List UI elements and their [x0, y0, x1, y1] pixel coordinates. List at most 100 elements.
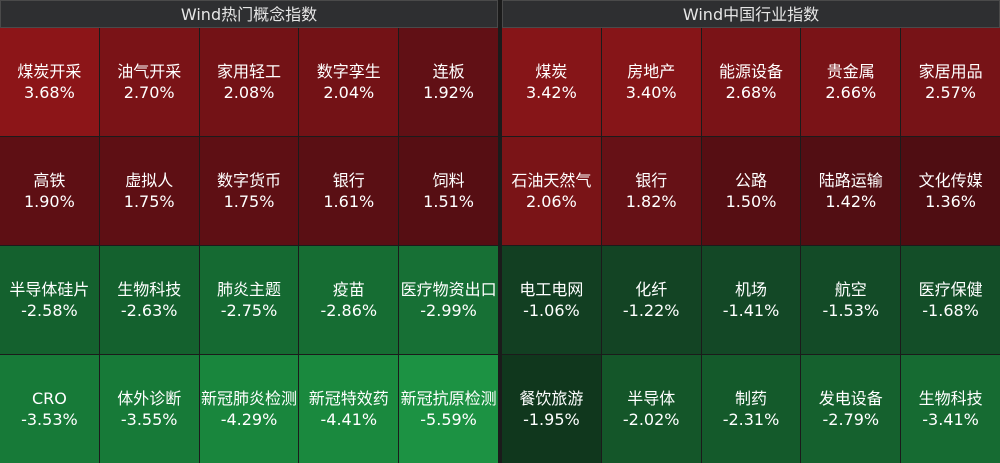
- heatmap-tile[interactable]: 公路 1.50%: [701, 137, 801, 245]
- tile-name: 高铁: [33, 171, 66, 190]
- tile-name: 新冠抗原检测: [400, 389, 497, 408]
- tile-change: -2.02%: [622, 410, 680, 429]
- heatmap-tile[interactable]: 高铁 1.90%: [0, 137, 99, 245]
- tile-name: 连板: [432, 62, 465, 81]
- panel-title: Wind热门概念指数: [0, 0, 498, 28]
- tile-name: 公路: [734, 171, 767, 190]
- tile-change: 1.75%: [223, 192, 275, 211]
- heatmap-tile[interactable]: 数字孪生 2.04%: [299, 28, 399, 136]
- tile-change: 2.06%: [525, 192, 577, 211]
- tile-name: 航空: [834, 280, 867, 299]
- tile-change: 2.57%: [925, 83, 976, 102]
- heatmap-tile[interactable]: 发电设备 -2.79%: [801, 355, 901, 463]
- tile-name: 陆路运输: [818, 171, 883, 190]
- tile-name: 医疗保健: [918, 280, 983, 299]
- heatmap-tile[interactable]: 新冠肺炎检测 -4.29%: [199, 355, 299, 463]
- heatmap-tile[interactable]: 石油天然气 2.06%: [502, 137, 601, 245]
- heatmap-tile[interactable]: 油气开采 2.70%: [99, 28, 199, 136]
- tile-name: 医疗物资出口: [400, 280, 497, 299]
- heatmap-tile[interactable]: CRO -3.53%: [0, 355, 99, 463]
- tile-name: 房地产: [627, 62, 676, 81]
- heatmap-tile[interactable]: 煤炭 3.42%: [502, 28, 601, 136]
- tile-name: 煤炭开采: [17, 62, 82, 81]
- tile-name: 贵金属: [826, 62, 875, 81]
- tile-name: 发电设备: [818, 389, 883, 408]
- tile-change: 2.70%: [123, 83, 175, 102]
- tile-name: 制药: [734, 389, 767, 408]
- heatmap-tile[interactable]: 银行 1.61%: [299, 137, 399, 245]
- panel-title: Wind中国行业指数: [502, 0, 1000, 28]
- heatmap-tile[interactable]: 煤炭开采 3.68%: [0, 28, 99, 136]
- tile-change: -1.68%: [922, 301, 979, 320]
- tile-name: 新冠肺炎检测: [200, 389, 297, 408]
- tile-change: 3.68%: [23, 83, 75, 102]
- tile-change: -2.63%: [120, 301, 178, 320]
- heatmap-tile[interactable]: 医疗物资出口 -2.99%: [399, 246, 498, 354]
- tile-change: 1.61%: [323, 192, 375, 211]
- heatmap-tile[interactable]: 生物科技 -3.41%: [901, 355, 1000, 463]
- heatmap-tile[interactable]: 家用轻工 2.08%: [199, 28, 299, 136]
- tile-name: 新冠特效药: [308, 389, 389, 408]
- tile-grid: 煤炭开采 3.68% 油气开采 2.70% 家用轻工 2.08% 数字孪生 2.04% 连板 1.…: [0, 28, 498, 463]
- heatmap-tile[interactable]: 疫苗 -2.86%: [299, 246, 399, 354]
- heatmap-tile[interactable]: 新冠特效药 -4.41%: [299, 355, 399, 463]
- heatmap-tile[interactable]: 连板 1.92%: [399, 28, 498, 136]
- tile-name: 油气开采: [117, 62, 182, 81]
- heatmap-tile[interactable]: 新冠抗原检测 -5.59%: [399, 355, 498, 463]
- heatmap-tile[interactable]: 房地产 3.40%: [601, 28, 701, 136]
- heatmap-tile[interactable]: 虚拟人 1.75%: [99, 137, 199, 245]
- tile-grid: 煤炭 3.42% 房地产 3.40% 能源设备 2.68% 贵金属 2.66% 家居用品 2.57…: [502, 28, 1000, 463]
- heatmap-tile[interactable]: 银行 1.82%: [601, 137, 701, 245]
- heatmap-tile[interactable]: 电工电网 -1.06%: [502, 246, 601, 354]
- heatmap-tile[interactable]: 医疗保健 -1.68%: [901, 246, 1000, 354]
- tile-change: 1.50%: [725, 192, 777, 211]
- tile-change: 1.51%: [423, 192, 474, 211]
- heatmap-tile[interactable]: 贵金属 2.66%: [801, 28, 901, 136]
- heatmap-tile[interactable]: 航空 -1.53%: [801, 246, 901, 354]
- tile-change: -5.59%: [420, 410, 477, 429]
- tile-change: -4.29%: [220, 410, 278, 429]
- heatmap-tile[interactable]: 体外诊断 -3.55%: [99, 355, 199, 463]
- tile-change: 1.90%: [23, 192, 75, 211]
- tile-change: -2.58%: [21, 301, 78, 320]
- tile-change: 1.42%: [825, 192, 877, 211]
- heatmap-tile[interactable]: 家居用品 2.57%: [901, 28, 1000, 136]
- heatmap-tile[interactable]: 生物科技 -2.63%: [99, 246, 199, 354]
- tile-name: 化纤: [635, 280, 668, 299]
- tile-change: -2.31%: [722, 410, 780, 429]
- tile-name: 家用轻工: [216, 62, 281, 81]
- heatmap-tile[interactable]: 制药 -2.31%: [701, 355, 801, 463]
- heatmap-tile[interactable]: 陆路运输 1.42%: [801, 137, 901, 245]
- tile-change: 1.92%: [423, 83, 474, 102]
- heatmap-tile[interactable]: 餐饮旅游 -1.95%: [502, 355, 601, 463]
- heatmap-tile[interactable]: 化纤 -1.22%: [601, 246, 701, 354]
- tile-name: 生物科技: [918, 389, 983, 408]
- tile-name: 电工电网: [519, 280, 584, 299]
- heatmap-tile[interactable]: 数字货币 1.75%: [199, 137, 299, 245]
- tile-name: 疫苗: [332, 280, 365, 299]
- heatmap-tile[interactable]: 文化传媒 1.36%: [901, 137, 1000, 245]
- tile-name: CRO: [31, 389, 67, 408]
- tile-change: 1.82%: [625, 192, 677, 211]
- heatmap-tile[interactable]: 机场 -1.41%: [701, 246, 801, 354]
- tile-name: 半导体硅片: [9, 280, 90, 299]
- tile-change: -2.75%: [220, 301, 278, 320]
- heatmap-tile[interactable]: 肺炎主题 -2.75%: [199, 246, 299, 354]
- tile-name: 能源设备: [718, 62, 783, 81]
- tile-name: 半导体: [627, 389, 676, 408]
- tile-name: 银行: [332, 171, 365, 190]
- heatmap-tile[interactable]: 半导体硅片 -2.58%: [0, 246, 99, 354]
- tile-change: 2.66%: [825, 83, 877, 102]
- tile-name: 饲料: [432, 171, 465, 190]
- tile-name: 体外诊断: [117, 389, 182, 408]
- tile-change: 1.75%: [123, 192, 175, 211]
- heatmap-tile[interactable]: 半导体 -2.02%: [601, 355, 701, 463]
- tile-change: -1.06%: [523, 301, 580, 320]
- tile-change: -3.41%: [922, 410, 979, 429]
- tile-change: 3.42%: [525, 83, 577, 102]
- heatmap-tile[interactable]: 饲料 1.51%: [399, 137, 498, 245]
- tile-name: 家居用品: [918, 62, 983, 81]
- concept-index-panel: Wind热门概念指数 煤炭开采 3.68% 油气开采 2.70% 家用轻工 2.08% 数字…: [0, 0, 498, 463]
- tile-change: -1.95%: [523, 410, 580, 429]
- heatmap-tile[interactable]: 能源设备 2.68%: [701, 28, 801, 136]
